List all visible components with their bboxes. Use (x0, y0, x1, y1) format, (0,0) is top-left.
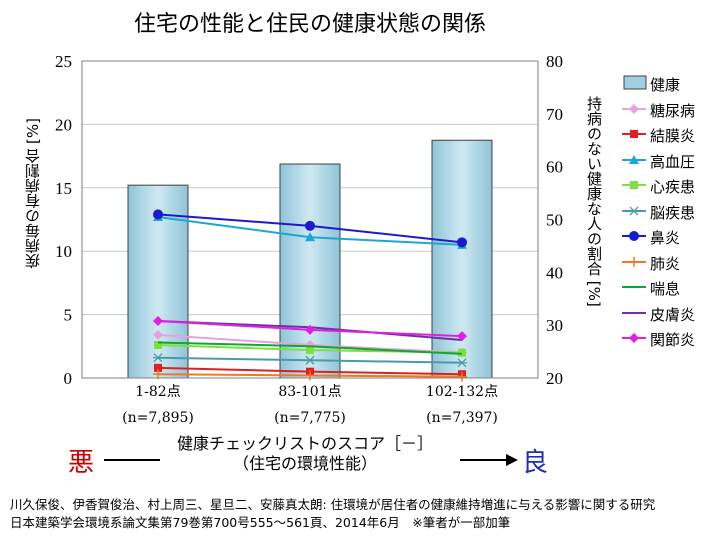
legend-swatch-marker (629, 333, 639, 343)
legend-swatch (622, 181, 646, 189)
right-axis-label: 持病のない健康な人の割合 [%] (585, 96, 603, 307)
chart-title: 住宅の性能と住民の健康状態の関係 (133, 12, 486, 37)
line-喘息 (157, 341, 463, 355)
legend-item: 健康 (620, 72, 720, 96)
legend-swatch (622, 311, 646, 314)
legend-label: 鼻炎 (650, 229, 681, 247)
left-tick-label: 25 (55, 52, 72, 71)
legend-label: 関節炎 (650, 331, 696, 349)
legend-swatch-bar (623, 75, 647, 90)
point-脳疾患-d2 (305, 355, 315, 365)
right-tick-label: 70 (546, 105, 563, 124)
legend-item: 心疾患 (620, 174, 720, 198)
point-脳疾患-d2 (457, 358, 467, 368)
left-tick-label: 15 (55, 179, 72, 198)
point-心疾患 (458, 348, 466, 357)
category-label: 83-101点 (n=7,775) (245, 382, 375, 428)
legend-label: 糖尿病 (650, 101, 696, 120)
arrow-head (506, 454, 518, 466)
point-糖尿病 (153, 329, 163, 340)
left-tick-label: 10 (55, 242, 72, 261)
source-citation-1: 川久保俊、伊香賀俊治、村上周三、星旦二、安藤真太朗: 住環境が居住者の健康維持増… (10, 497, 656, 512)
x-axis-title-main: 健康チェックリストのスコア［－］ (176, 434, 433, 453)
arrows (104, 454, 518, 466)
good-label: 良 (522, 448, 549, 478)
right-tick-label: 60 (546, 158, 563, 177)
bar-健康 (431, 139, 493, 379)
category-name: 83-101点 (278, 384, 342, 400)
point-鼻炎 (457, 237, 467, 248)
point-心疾患 (154, 341, 162, 350)
legend-label: 心疾患 (650, 178, 696, 196)
category-sample-size: (n=7,895) (122, 410, 194, 426)
category-name: 1-82点 (135, 384, 181, 400)
left-axis-label: 疾病毎の有病割合 [%] (24, 118, 42, 269)
category-label: 102-132点 (n=7,397) (397, 382, 527, 428)
point-鼻炎 (153, 209, 163, 220)
legend-label: 脳疾患 (650, 203, 696, 222)
legend-item: 脳疾患 (620, 200, 720, 224)
legend-swatch (622, 206, 646, 215)
left-tick-label: 20 (55, 115, 72, 134)
legend-swatch-marker (630, 130, 638, 138)
x-axis-title: 健康チェックリストのスコア［－］ （住宅の環境性能） (170, 434, 440, 474)
right-tick-label: 50 (546, 211, 563, 230)
line-series (153, 209, 467, 382)
legend-item: 肺炎 (620, 251, 720, 275)
point-脳疾患-d2 (153, 353, 163, 363)
legend-item: 糖尿病 (620, 98, 720, 122)
legend-swatch (622, 130, 646, 138)
point-鼻炎 (305, 220, 315, 231)
point-関節炎 (305, 324, 315, 335)
legend-item: 関節炎 (620, 327, 720, 351)
plot-frame (81, 60, 539, 379)
left-axis-ticks: 0 5 10 15 20 25 (55, 52, 72, 388)
x-axis-subtitle: （住宅の環境性能） (232, 454, 377, 473)
category-sample-size: (n=7,397) (426, 410, 498, 426)
legend-label: 結膜炎 (650, 127, 696, 145)
category-name: 102-132点 (425, 384, 499, 400)
legend-swatch-marker (629, 103, 639, 114)
legend-swatch-marker (629, 231, 639, 241)
legend-swatch (622, 256, 646, 267)
legend-label: 皮膚炎 (650, 305, 696, 324)
category-label: 1-82点 (n=7,895) (93, 382, 223, 428)
legend-item: 喘息 (620, 276, 720, 300)
bad-label: 悪 (68, 448, 95, 478)
left-tick-label: 0 (64, 369, 73, 388)
category-sample-size: (n=7,775) (274, 410, 346, 426)
legend-item: 皮膚炎 (620, 302, 720, 326)
right-tick-label: 20 (546, 369, 563, 388)
legend-label: 健康 (650, 76, 681, 94)
legend-swatch-marker-d2 (629, 206, 639, 215)
legend-swatch (622, 333, 646, 343)
legend-swatch (622, 103, 646, 114)
right-axis-ticks: 20 30 40 50 60 70 80 (546, 52, 563, 388)
legend-label: 肺炎 (650, 254, 681, 273)
legend-item: 鼻炎 (620, 225, 720, 249)
legend-swatch (622, 231, 646, 241)
right-tick-label: 80 (546, 52, 563, 71)
legend-swatch-marker (629, 154, 639, 164)
legend-swatch (623, 75, 647, 90)
point-結膜炎 (154, 363, 162, 372)
legend-label: 高血圧 (650, 152, 696, 171)
legend-label: 喘息 (650, 280, 681, 298)
point-心疾患 (306, 346, 314, 355)
right-tick-label: 40 (546, 263, 563, 282)
point-関節炎 (153, 315, 163, 326)
source-citation-2: 日本建築学会環境系論文集第79巻第700号555〜561頁、2014年6月 ※筆… (10, 515, 511, 530)
legend-swatch-marker (630, 181, 638, 189)
axes (81, 60, 539, 379)
point-高血圧 (305, 232, 315, 242)
right-tick-label: 30 (546, 316, 563, 335)
left-tick-label: 5 (64, 306, 73, 325)
legend-swatch (622, 286, 646, 288)
legend-swatch (622, 154, 646, 164)
legend-item: 結膜炎 (620, 123, 720, 147)
point-関節炎 (457, 331, 467, 342)
legend-item: 高血圧 (620, 149, 720, 173)
